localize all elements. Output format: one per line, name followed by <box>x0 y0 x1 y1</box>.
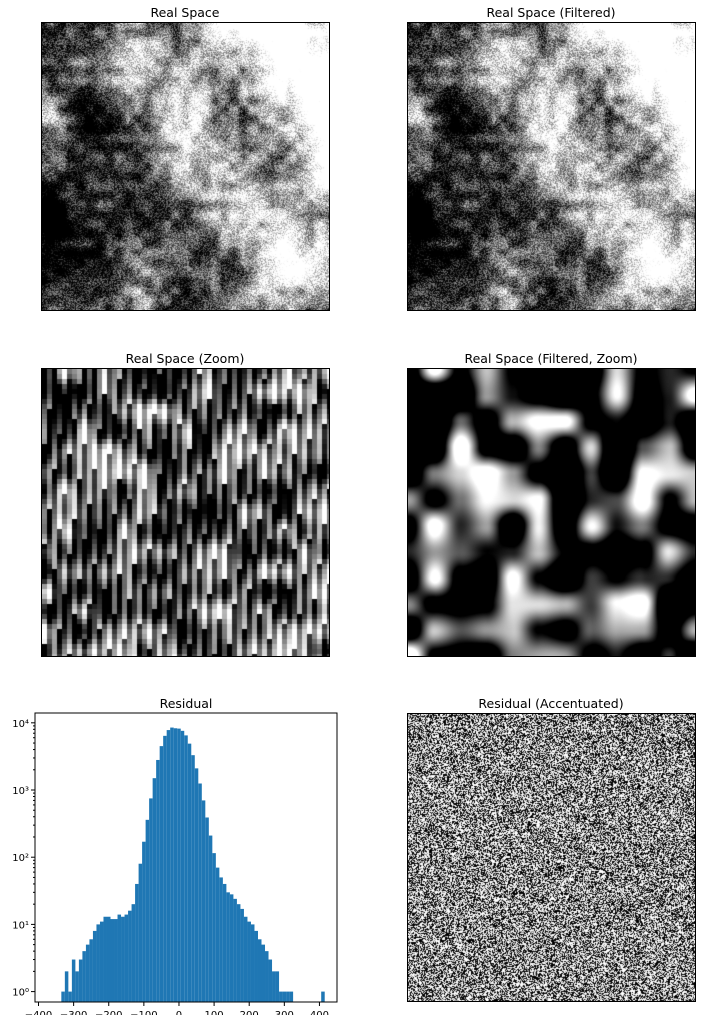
histogram-bar <box>180 730 185 1002</box>
histogram-bar <box>261 944 266 1002</box>
histogram-bar <box>254 930 258 1002</box>
real-space-canvas <box>42 23 329 310</box>
x-tick-label: 200 <box>240 1010 259 1015</box>
y-tick-label: 10⁴ <box>12 719 29 730</box>
real-space-filtered-zoom-image <box>407 368 696 657</box>
y-tick-label: 10² <box>12 853 29 864</box>
histogram-bar <box>135 883 139 1002</box>
histogram-bar <box>240 908 244 1002</box>
histogram-bar <box>82 951 86 1002</box>
histogram-bar <box>219 877 223 1002</box>
histogram-bar <box>68 991 72 1002</box>
histogram-bar <box>286 991 290 1002</box>
histogram-bar <box>166 730 171 1002</box>
histogram-bar <box>156 759 160 1002</box>
histogram-bar <box>170 727 174 1002</box>
histogram-bar <box>106 916 111 1002</box>
histogram-bar <box>321 991 325 1002</box>
residual-title: Residual <box>159 696 213 711</box>
histogram-bar <box>103 916 107 1002</box>
real-space-filtered-zoom-title: Real Space (Filtered, Zoom) <box>464 351 638 366</box>
histogram-bar <box>257 939 262 1002</box>
histogram-bar <box>114 919 118 1002</box>
histogram-bar <box>71 959 76 1002</box>
x-tick-label: 300 <box>275 1010 294 1015</box>
histogram-bar <box>198 783 202 1002</box>
histogram-bar <box>64 971 69 1002</box>
histogram-bar <box>96 924 100 1002</box>
histogram-bar <box>142 841 146 1002</box>
histogram-bar <box>173 728 178 1002</box>
real-space-title: Real Space <box>150 5 220 20</box>
histogram-bar <box>92 930 97 1002</box>
x-tick-label: −400 <box>25 1010 52 1015</box>
real-space-filtered-title: Real Space (Filtered) <box>486 5 616 20</box>
histogram-bar <box>75 971 79 1002</box>
histogram-bar <box>152 778 157 1002</box>
real-space-zoom-title: Real Space (Zoom) <box>125 351 245 366</box>
histogram-bar <box>117 914 122 1002</box>
histogram-bar <box>233 898 237 1002</box>
real-space-filtered-zoom-canvas <box>408 369 695 656</box>
histogram-bar <box>222 883 227 1002</box>
histogram-bar <box>78 959 83 1002</box>
histogram-bar <box>268 959 273 1002</box>
histogram-bar <box>187 743 192 1002</box>
histogram-bar <box>61 991 65 1002</box>
y-tick-label: 10¹ <box>12 920 29 931</box>
x-tick-label: 400 <box>310 1010 329 1015</box>
histogram-bar <box>191 755 195 1002</box>
histogram-bar <box>85 944 90 1002</box>
real-space-filtered-canvas <box>408 23 695 310</box>
histogram-bar <box>215 867 220 1002</box>
histogram-bar <box>131 904 136 1002</box>
histogram-bar <box>289 991 294 1002</box>
y-tick-label: 10³ <box>12 786 29 797</box>
histogram-bar <box>194 768 199 1002</box>
histogram-bar <box>177 728 181 1002</box>
histogram-bar <box>279 991 283 1002</box>
real-space-image <box>41 22 330 311</box>
histogram-bar <box>89 939 93 1002</box>
histogram-bar <box>124 914 129 1002</box>
histogram-bar <box>272 971 276 1002</box>
residual-histogram: −400 −300 −200 −100 0 100 200 300 400 10⁰ 10¹ 10² 10… <box>12 712 338 1015</box>
histogram-bar <box>110 919 115 1002</box>
histogram-bar <box>159 746 164 1002</box>
y-tick-label: 10⁰ <box>12 988 29 999</box>
residual-accentuated-image <box>407 713 696 1002</box>
histogram-bar <box>145 819 150 1002</box>
real-space-zoom-canvas <box>42 369 329 656</box>
histogram-bar <box>205 817 209 1002</box>
histogram-bar <box>201 800 206 1002</box>
residual-accentuated-canvas <box>408 714 695 1001</box>
histogram-bar <box>247 921 251 1002</box>
histogram-bar <box>282 991 287 1002</box>
histogram-bar <box>212 853 216 1002</box>
histogram-bar <box>149 798 153 1002</box>
real-space-zoom-image <box>41 368 330 657</box>
histogram-bar <box>138 863 143 1002</box>
real-space-filtered-image <box>407 22 696 311</box>
x-tick-label: 100 <box>205 1010 224 1015</box>
histogram-bar <box>265 951 269 1002</box>
x-tick-label: −100 <box>130 1010 157 1015</box>
histogram-bar <box>226 892 230 1002</box>
x-tick-label: 0 <box>176 1010 182 1015</box>
histogram-bar <box>243 916 248 1002</box>
histogram-bar <box>128 910 132 1002</box>
histogram-bar <box>236 904 241 1002</box>
residual-accentuated-title: Residual (Accentuated) <box>478 696 624 711</box>
histogram-bar <box>163 735 167 1002</box>
histogram-bar <box>184 735 188 1002</box>
x-tick-label: −200 <box>95 1010 122 1015</box>
histogram-bar <box>229 894 234 1002</box>
histogram-bar <box>275 971 280 1002</box>
histogram-bar <box>208 835 213 1002</box>
x-tick-label: −300 <box>60 1010 87 1015</box>
histogram-bar <box>121 916 125 1002</box>
histogram-bar <box>250 924 255 1002</box>
histogram-bar <box>99 921 104 1002</box>
